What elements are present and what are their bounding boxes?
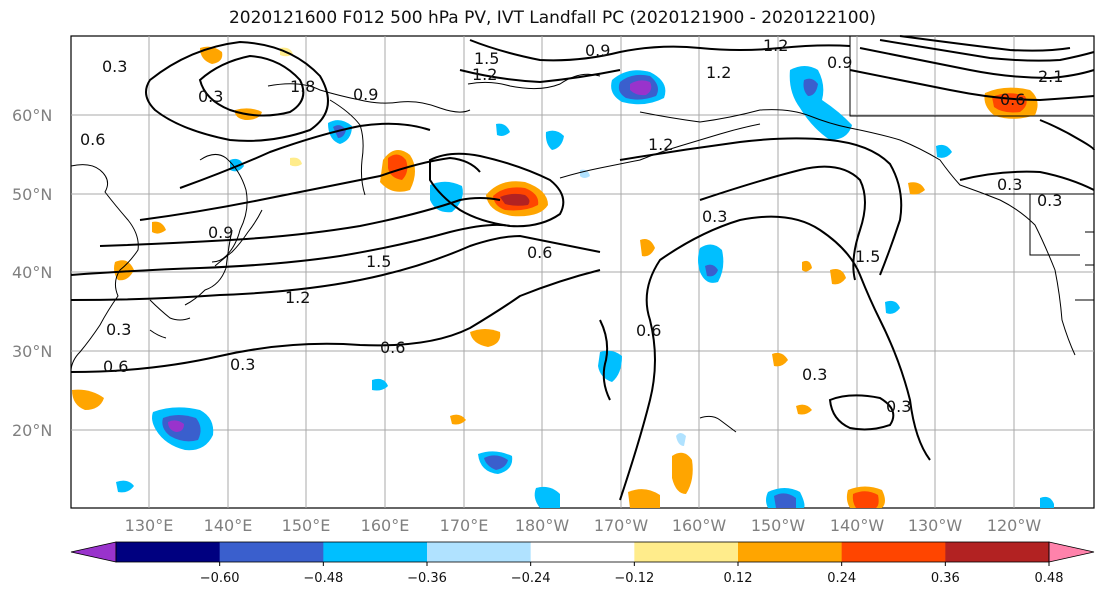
contour-label: 0.9 xyxy=(353,85,378,104)
pc-shading-cool xyxy=(116,66,1054,508)
contour-label: 1.2 xyxy=(706,63,731,82)
graticule xyxy=(71,36,1094,508)
lat-label: 40°N xyxy=(12,263,52,282)
lon-label: 130°W xyxy=(908,516,963,535)
lon-label: 160°W xyxy=(672,516,727,535)
latitude-labels: 60°N 50°N 40°N 30°N 20°N xyxy=(12,106,52,440)
contour-label: 1.2 xyxy=(285,288,310,307)
colorbar-extend-high xyxy=(1048,541,1095,563)
contour-label: 0.9 xyxy=(827,53,852,72)
lon-label: 140°E xyxy=(204,516,253,535)
lon-label: 120°W xyxy=(987,516,1042,535)
lon-label: 140°W xyxy=(830,516,885,535)
contour-label: 0.6 xyxy=(1000,90,1025,109)
lat-label: 60°N xyxy=(12,106,52,125)
colorbar-swatch xyxy=(634,542,739,562)
contour-label: 0.3 xyxy=(702,207,727,226)
lon-label: 170°W xyxy=(594,516,649,535)
contour-label: 0.9 xyxy=(585,41,610,60)
colorbar-tick-label: −0.48 xyxy=(303,571,343,586)
colorbar-swatch xyxy=(427,542,532,562)
colorbar-extend-low xyxy=(70,541,117,563)
contour-label: 0.3 xyxy=(997,175,1022,194)
contour-label: 2.1 xyxy=(1038,67,1063,86)
lon-label: 130°E xyxy=(125,516,174,535)
contour-label: 0.6 xyxy=(527,243,552,262)
colorbar-tick-label: 0.48 xyxy=(1035,571,1064,586)
colorbar-tick-label: −0.12 xyxy=(614,571,654,586)
colorbar-swatch xyxy=(945,542,1050,562)
contour-label: 0.6 xyxy=(636,321,661,340)
pv-contours xyxy=(70,35,1095,501)
contour-label: 1.8 xyxy=(290,77,315,96)
colorbar: −0.60 −0.48 −0.36 −0.24 −0.12 0.12 0.24 0.36 0.4… xyxy=(70,541,1095,586)
contour-label: 0.6 xyxy=(380,338,405,357)
lon-label: 150°W xyxy=(751,516,806,535)
colorbar-frame xyxy=(115,541,1050,563)
colorbar-swatch xyxy=(116,542,221,562)
contour-label: 1.5 xyxy=(474,49,499,68)
longitude-labels: 130°E 140°E 150°E 160°E 170°E 180°W 170°… xyxy=(125,516,1042,535)
lat-label: 20°N xyxy=(12,421,52,440)
colorbar-swatch xyxy=(841,542,946,562)
colorbar-swatch xyxy=(738,542,843,562)
contour-label: 0.3 xyxy=(802,365,827,384)
contour-label: 0.9 xyxy=(208,223,233,242)
contour-label: 0.3 xyxy=(1037,191,1062,210)
contour-label: 1.5 xyxy=(855,247,880,266)
contour-label: 1.2 xyxy=(763,36,788,55)
lon-label: 160°E xyxy=(361,516,410,535)
colorbar-tick-label: 0.12 xyxy=(724,571,753,586)
contour-label: 1.2 xyxy=(472,65,497,84)
colorbar-tick-label: −0.36 xyxy=(407,571,447,586)
lat-label: 30°N xyxy=(12,342,52,361)
colorbar-tick-label: −0.60 xyxy=(200,571,240,586)
colorbar-tick-label: 0.36 xyxy=(931,571,960,586)
lon-label: 180°W xyxy=(515,516,570,535)
colorbar-tick-label: 0.24 xyxy=(827,571,856,586)
lat-label: 50°N xyxy=(12,185,52,204)
coastlines xyxy=(70,36,1094,433)
colorbar-swatch xyxy=(219,542,324,562)
contour-label: 0.6 xyxy=(103,357,128,376)
contour-label: 1.5 xyxy=(366,252,391,271)
contour-label: 0.3 xyxy=(886,397,911,416)
contour-label: 0.6 xyxy=(80,130,105,149)
colorbar-tick-label: −0.24 xyxy=(511,571,551,586)
contour-label: 0.3 xyxy=(198,87,223,106)
colorbar-swatch xyxy=(323,542,428,562)
map-title: 2020121600 F012 500 hPa PV, IVT Landfall… xyxy=(228,8,876,28)
contour-label: 0.3 xyxy=(230,355,255,374)
contour-label: 1.2 xyxy=(648,135,673,154)
contour-label: 0.3 xyxy=(106,320,131,339)
map-panel: 1.2 0.9 0.9 0.3 0.6 0.3 0.6 1.2 1.5 1.2 … xyxy=(70,35,1095,509)
contour-labels: 1.2 0.9 0.9 0.3 0.6 0.3 0.6 1.2 1.5 1.2 … xyxy=(80,36,1063,416)
lon-label: 150°E xyxy=(282,516,331,535)
lon-label: 170°E xyxy=(440,516,489,535)
pc-shading xyxy=(72,46,1038,508)
contour-label: 0.3 xyxy=(102,57,127,76)
colorbar-swatch xyxy=(530,542,635,562)
